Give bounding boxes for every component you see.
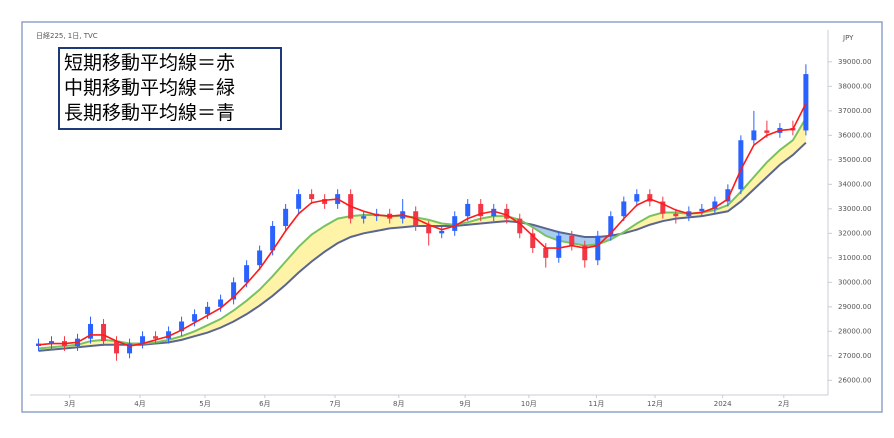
candle-body — [88, 323, 94, 339]
candle-body — [543, 248, 549, 258]
candle-body — [608, 216, 614, 236]
y-tick-label: 37000.00 — [838, 107, 871, 115]
candle-body — [764, 130, 770, 133]
candle-body — [49, 341, 55, 344]
x-tick-label: 5月 — [199, 400, 210, 408]
candle-body — [530, 233, 536, 249]
candle-body — [257, 250, 263, 266]
candle-body — [244, 265, 250, 283]
candle-body — [166, 331, 172, 339]
candle-body — [153, 336, 159, 339]
candle-body — [179, 321, 185, 332]
x-tick-label: 3月 — [64, 400, 75, 408]
y-tick-label: 26000.00 — [838, 376, 871, 384]
y-tick-label: 30000.00 — [838, 278, 871, 286]
x-tick-label: 8月 — [393, 400, 404, 408]
candle-body — [556, 235, 562, 258]
candle-body — [101, 323, 107, 342]
y-tick-label: 29000.00 — [838, 303, 871, 311]
candle-body — [803, 74, 809, 131]
moving-average-line — [38, 117, 807, 350]
candle-body — [465, 203, 471, 217]
candle-body — [218, 299, 224, 307]
candle-body — [582, 245, 588, 261]
candle-body — [231, 282, 237, 300]
symbol-label: 日経225, 1日, TVC — [36, 31, 98, 40]
x-tick-label: 7月 — [329, 400, 340, 408]
candle-body — [517, 218, 523, 234]
candle-body — [738, 140, 744, 190]
x-tick-label: 2月 — [778, 400, 789, 408]
x-tick-label: 9月 — [459, 400, 470, 408]
candle-body — [270, 225, 276, 251]
candle-body — [725, 189, 731, 202]
moving-average-line — [38, 141, 807, 352]
y-tick-label: 27000.00 — [838, 352, 871, 360]
candle-body — [634, 194, 640, 202]
candle-body — [478, 203, 484, 217]
x-tick-label: 6月 — [259, 400, 270, 408]
candle-body — [491, 208, 497, 217]
moving-average-line — [38, 103, 807, 347]
candle-body — [283, 208, 289, 226]
legend-line: 長期移動平均線＝青 — [64, 102, 236, 124]
candle-body — [439, 230, 445, 234]
candle-body — [140, 336, 146, 344]
legend-line: 短期移動平均線＝赤 — [64, 52, 236, 74]
y-tick-label: 28000.00 — [838, 327, 871, 335]
candle-body — [309, 194, 315, 200]
currency-label: JPY — [842, 34, 854, 42]
candle-body — [569, 235, 575, 246]
candle-body — [712, 201, 718, 209]
y-tick-label: 33000.00 — [838, 205, 871, 213]
candle-body — [296, 194, 302, 209]
candle-body — [426, 225, 432, 234]
candle-body — [504, 208, 510, 219]
candle-body — [621, 201, 627, 217]
candle-body — [114, 341, 120, 354]
candle-body — [361, 216, 367, 219]
candle-body — [205, 306, 211, 315]
candle-body — [647, 194, 653, 202]
y-tick-label: 38000.00 — [838, 82, 871, 90]
x-tick-label: 10月 — [521, 400, 537, 408]
y-tick-label: 31000.00 — [838, 254, 871, 262]
x-tick-label: 4月 — [134, 400, 145, 408]
y-tick-label: 32000.00 — [838, 229, 871, 237]
candle-body — [595, 235, 601, 261]
legend-box: 短期移動平均線＝赤 中期移動平均線＝緑 長期移動平均線＝青 — [58, 47, 282, 130]
candle-body — [452, 216, 458, 231]
y-tick-label: 35000.00 — [838, 156, 871, 164]
x-tick-label: 11月 — [589, 400, 605, 408]
y-tick-label: 36000.00 — [838, 131, 871, 139]
legend-line: 中期移動平均線＝緑 — [64, 77, 236, 99]
candle-body — [673, 213, 679, 217]
y-tick-label: 34000.00 — [838, 180, 871, 188]
candle-body — [751, 130, 757, 141]
candle-body — [127, 343, 133, 354]
x-tick-label: 12月 — [647, 400, 663, 408]
candle-body — [322, 199, 328, 204]
candle-body — [192, 314, 198, 322]
candle-body — [660, 201, 666, 214]
candle-body — [699, 208, 705, 212]
y-tick-label: 39000.00 — [838, 58, 871, 66]
x-tick-label: 2024 — [714, 400, 732, 408]
